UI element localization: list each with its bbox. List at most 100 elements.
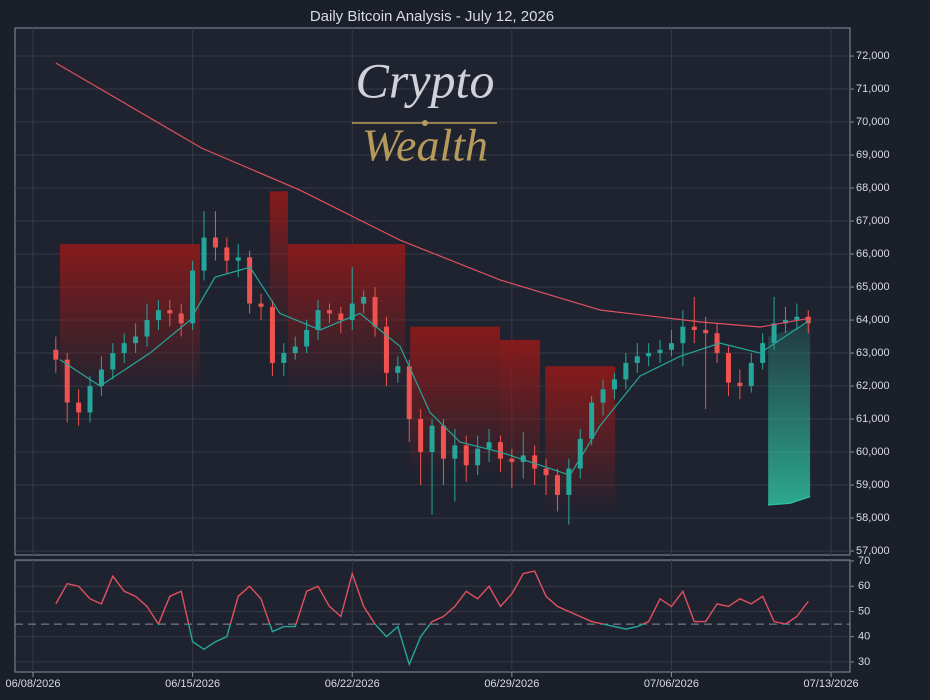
candle-body xyxy=(440,425,446,459)
candle-body xyxy=(292,346,298,354)
candle-body xyxy=(167,310,173,314)
candle-body xyxy=(258,303,264,307)
candle-body xyxy=(383,326,389,373)
x-tick-label: 06/22/2026 xyxy=(325,678,380,690)
candle-body xyxy=(418,419,424,453)
candle-body xyxy=(566,468,572,495)
y-tick-label: 70,000 xyxy=(856,116,890,128)
y-tick-label: 64,000 xyxy=(856,314,890,326)
candle-body xyxy=(429,425,435,453)
moving-average xyxy=(59,266,811,476)
candle-body xyxy=(452,445,458,459)
candle-body xyxy=(520,455,526,462)
support-zone xyxy=(768,323,811,505)
candle-body xyxy=(600,389,606,403)
candle-body xyxy=(133,336,139,344)
candle-body xyxy=(463,445,469,466)
y-tick-label: 60,000 xyxy=(856,446,890,458)
y-tick-label: 50 xyxy=(858,605,870,617)
support-edge xyxy=(768,495,811,506)
watermark-text: Crypto xyxy=(356,52,495,108)
candle-body xyxy=(509,458,515,462)
candle-body xyxy=(87,386,93,413)
candle-body xyxy=(372,296,378,327)
y-tick-label: 40 xyxy=(858,631,870,643)
candle-body xyxy=(406,366,412,420)
y-tick-label: 66,000 xyxy=(856,248,890,260)
candle-body xyxy=(475,448,481,466)
candle-body xyxy=(486,442,492,449)
candle-body xyxy=(646,353,652,357)
y-tick-label: 67,000 xyxy=(856,215,890,227)
candle-body xyxy=(634,356,640,363)
candle-body xyxy=(144,320,150,337)
candle-body xyxy=(691,326,697,330)
candle-body xyxy=(589,402,595,439)
candle-body xyxy=(98,369,104,387)
candle-body xyxy=(349,303,355,321)
candle-body xyxy=(76,402,82,413)
candle-body xyxy=(771,323,777,344)
candle-body xyxy=(760,343,766,363)
candle-body xyxy=(326,310,332,314)
candle-body xyxy=(497,442,503,459)
x-tick-label: 07/13/2026 xyxy=(804,678,859,690)
y-tick-label: 61,000 xyxy=(856,413,890,425)
candle-body xyxy=(543,468,549,476)
candle-body xyxy=(395,366,401,373)
resistance-zone xyxy=(269,191,288,340)
candle-body xyxy=(805,316,811,324)
watermark-text: Wealth xyxy=(362,120,488,171)
candle-body xyxy=(577,438,583,469)
y-tick-label: 68,000 xyxy=(856,182,890,194)
y-tick-label: 65,000 xyxy=(856,281,890,293)
candle-body xyxy=(281,353,287,363)
candle-body xyxy=(794,316,800,321)
candle-body xyxy=(782,320,788,324)
x-tick-label: 07/06/2026 xyxy=(644,678,699,690)
candle-body xyxy=(224,247,230,261)
y-tick-label: 72,000 xyxy=(856,50,890,62)
candle-body xyxy=(201,237,207,271)
watermark-dot xyxy=(422,120,428,126)
candle-body xyxy=(748,362,754,387)
candle-body xyxy=(725,353,731,383)
y-tick-label: 70 xyxy=(858,555,870,567)
y-tick-label: 71,000 xyxy=(856,83,890,95)
candle-body xyxy=(338,313,344,321)
candle-body xyxy=(235,257,241,261)
candle-body xyxy=(703,329,709,334)
candle-body xyxy=(623,362,629,380)
candle-body xyxy=(668,343,674,350)
x-tick-label: 06/08/2026 xyxy=(5,678,60,690)
moving-average xyxy=(55,62,811,328)
y-tick-label: 59,000 xyxy=(856,479,890,491)
candle-body xyxy=(714,333,720,354)
y-tick-label: 69,000 xyxy=(856,149,890,161)
y-tick-label: 57,000 xyxy=(856,545,890,557)
y-tick-label: 60 xyxy=(858,580,870,592)
candle-body xyxy=(190,270,196,324)
candle-body xyxy=(315,310,321,330)
chart-title: Daily Bitcoin Analysis - July 12, 2026 xyxy=(310,8,554,25)
candle-body xyxy=(121,343,127,354)
candle-body xyxy=(554,475,560,495)
candle-body xyxy=(361,296,367,304)
candle-body xyxy=(247,257,253,304)
candle-body xyxy=(611,379,617,390)
x-tick-label: 06/29/2026 xyxy=(484,678,539,690)
candle-body xyxy=(657,349,663,354)
candle-body xyxy=(155,310,161,321)
resistance-zone xyxy=(59,244,200,393)
candle-body xyxy=(269,306,275,363)
y-tick-label: 62,000 xyxy=(856,380,890,392)
rsi-panel xyxy=(14,559,851,673)
candle-body xyxy=(110,353,116,370)
x-tick-label: 06/15/2026 xyxy=(165,678,220,690)
candle-body xyxy=(532,455,538,469)
rsi-line xyxy=(55,570,809,667)
candle-body xyxy=(178,313,184,324)
y-tick-label: 63,000 xyxy=(856,347,890,359)
